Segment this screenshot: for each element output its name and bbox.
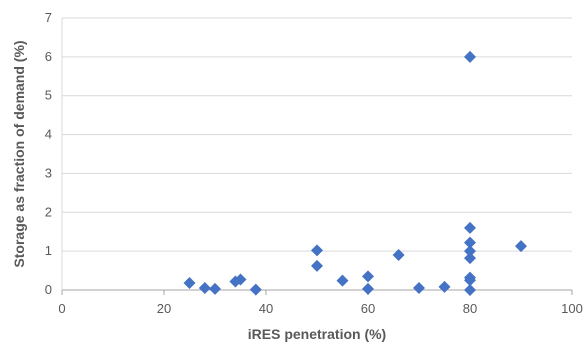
scatter-point	[464, 274, 476, 287]
scatter-point	[362, 282, 374, 295]
y-tick-label: 2	[45, 204, 52, 219]
y-tick-label: 3	[45, 165, 52, 180]
y-tick-labels: 0 1 2 3 4 5 6 7	[45, 10, 52, 297]
x-tick-label: 100	[561, 301, 583, 316]
y-tick-label: 4	[45, 127, 52, 142]
scatter-point	[392, 249, 405, 262]
x-tick-label: 40	[259, 301, 273, 316]
x-tick-label: 20	[157, 301, 171, 316]
scatter-point	[464, 245, 476, 258]
scatter-point	[249, 283, 262, 296]
scatter-point	[464, 252, 476, 265]
scatter-point	[464, 221, 476, 234]
x-tick-label: 80	[463, 301, 477, 316]
y-tick-label: 6	[45, 49, 52, 64]
scatter-point	[311, 259, 323, 272]
scatter-point	[464, 236, 476, 249]
scatter-point	[198, 282, 211, 295]
y-tick-label: 0	[45, 282, 52, 297]
x-tick-label: 0	[58, 301, 65, 316]
x-tick-label: 60	[361, 301, 375, 316]
scatter-point	[362, 270, 374, 283]
scatter-point	[209, 282, 221, 295]
y-tick-label: 5	[45, 88, 52, 103]
y-tick-label: 1	[45, 243, 52, 258]
data-points	[183, 50, 527, 296]
scatter-point	[234, 273, 247, 286]
scatter-point	[413, 282, 425, 295]
scatter-point	[464, 50, 476, 63]
scatter-point	[311, 244, 323, 257]
gridlines	[62, 17, 572, 252]
y-tick-label: 7	[45, 10, 52, 25]
x-tick-labels: 0 20 40 60 80 100	[58, 301, 582, 316]
scatter-point	[336, 274, 349, 287]
scatter-point	[183, 277, 196, 290]
scatter-point	[464, 284, 476, 296]
y-axis-title: Storage as fraction of demand (%)	[11, 40, 27, 267]
scatter-point	[438, 280, 451, 293]
x-axis-title: iRES penetration (%)	[248, 326, 386, 342]
scatter-point	[515, 240, 527, 253]
